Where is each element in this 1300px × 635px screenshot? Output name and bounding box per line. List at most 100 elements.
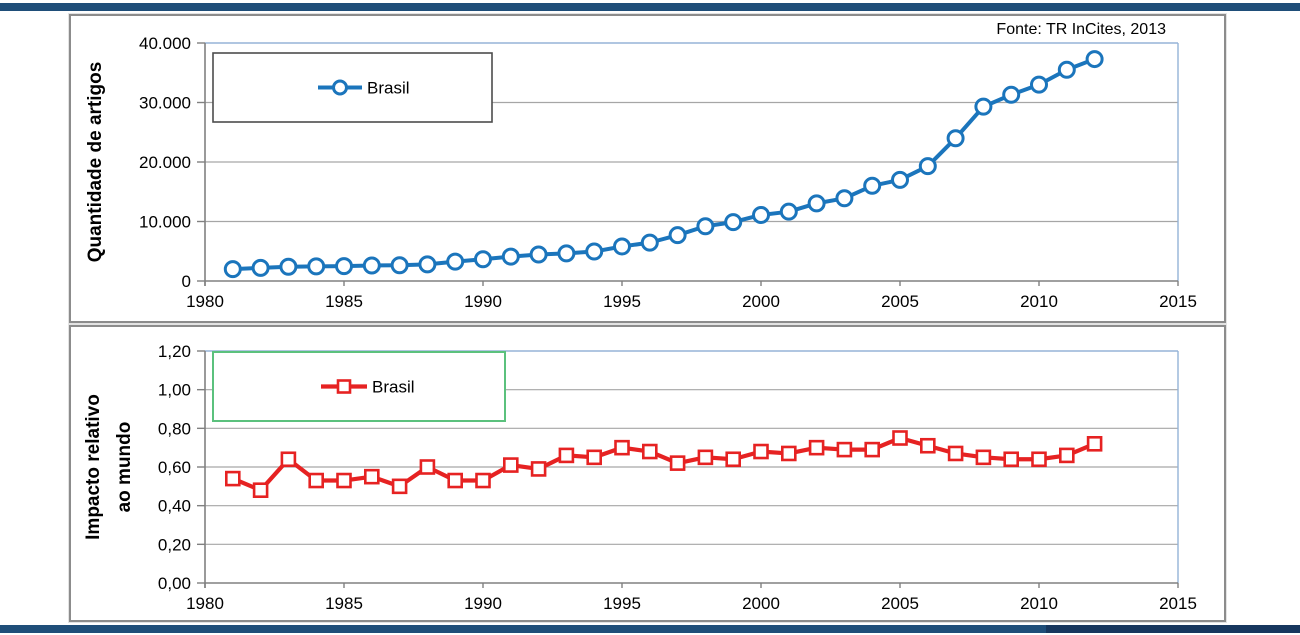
x-tick-label: 2000 bbox=[742, 292, 780, 311]
data-point bbox=[669, 455, 686, 471]
data-point bbox=[418, 255, 437, 274]
data-point bbox=[557, 244, 576, 263]
data-point bbox=[892, 430, 908, 446]
x-tick-label: 1995 bbox=[603, 594, 641, 613]
data-point bbox=[475, 472, 491, 489]
data-point bbox=[641, 443, 658, 460]
y-axis-title: ao mundo bbox=[114, 422, 135, 513]
y-tick-label: 40.000 bbox=[139, 34, 191, 53]
data-point bbox=[614, 439, 630, 456]
x-tick-label: 1985 bbox=[325, 594, 363, 613]
bottom-accent-bar-dark-segment bbox=[1046, 625, 1300, 633]
top-accent-bar bbox=[0, 3, 1300, 11]
articles-chart: 0 10.000 20.000 30.000 40.000 1980 1985 1990 199… bbox=[85, 34, 1197, 311]
data-point bbox=[1085, 50, 1104, 69]
data-point bbox=[724, 213, 743, 232]
data-point bbox=[697, 449, 714, 466]
data-point bbox=[336, 472, 352, 489]
data-point bbox=[446, 252, 465, 271]
x-tick-label: 2010 bbox=[1020, 594, 1058, 613]
data-point bbox=[919, 437, 936, 454]
data-point bbox=[1003, 451, 1020, 468]
data-point bbox=[335, 257, 353, 276]
x-tick-label: 1985 bbox=[325, 292, 363, 311]
data-point bbox=[1002, 85, 1021, 104]
data-point bbox=[252, 482, 269, 498]
data-point bbox=[225, 470, 241, 487]
data-point bbox=[947, 445, 964, 462]
data-point bbox=[696, 217, 715, 236]
data-point bbox=[529, 245, 548, 264]
data-point bbox=[474, 250, 492, 269]
data-point bbox=[835, 189, 854, 208]
x-tick-label: 2005 bbox=[881, 292, 919, 311]
data-point bbox=[1031, 451, 1047, 468]
data-point bbox=[753, 443, 769, 460]
y-tick-label: 0,80 bbox=[158, 419, 191, 438]
y-tick-label: 0,20 bbox=[158, 535, 191, 554]
data-point bbox=[780, 445, 797, 462]
x-tick-label: 2015 bbox=[1159, 292, 1197, 311]
y-axis-title: Quantidade de artigos bbox=[85, 62, 106, 263]
data-point bbox=[946, 129, 965, 148]
data-point bbox=[891, 170, 909, 189]
data-point bbox=[752, 205, 770, 224]
data-point bbox=[251, 258, 270, 277]
data-point bbox=[308, 472, 324, 489]
data-point bbox=[779, 202, 798, 221]
data-point bbox=[419, 459, 436, 475]
y-tick-label: 0,00 bbox=[158, 574, 191, 593]
data-point bbox=[390, 256, 409, 275]
x-tick-label: 2015 bbox=[1159, 594, 1197, 613]
data-point bbox=[1086, 436, 1103, 452]
x-tick-label: 2010 bbox=[1020, 292, 1058, 311]
data-point bbox=[391, 478, 408, 495]
data-point bbox=[558, 447, 575, 464]
legend-label: Brasil bbox=[367, 79, 410, 98]
impact-chart: 0,00 0,20 0,40 0,60 0,80 1,00 1,20 1980 1985 1990… bbox=[83, 342, 1197, 613]
data-point bbox=[1057, 60, 1076, 79]
data-point bbox=[974, 97, 993, 116]
data-point bbox=[362, 256, 381, 275]
data-point bbox=[1030, 75, 1048, 94]
data-point bbox=[223, 260, 242, 279]
data-point bbox=[918, 157, 937, 176]
x-tick-label: 2005 bbox=[881, 594, 919, 613]
y-tick-label: 0 bbox=[182, 272, 191, 291]
data-point bbox=[668, 226, 687, 245]
data-point bbox=[363, 468, 380, 485]
data-point bbox=[640, 233, 659, 252]
legend-marker bbox=[332, 79, 348, 96]
data-point bbox=[725, 451, 742, 468]
articles-chart-panel: Fonte: TR InCites, 2013 0 10.000 20.000 30.… bbox=[69, 14, 1226, 323]
legend-marker bbox=[336, 379, 352, 394]
data-point bbox=[613, 237, 631, 256]
x-tick-label: 1990 bbox=[464, 292, 502, 311]
y-tick-label: 0,60 bbox=[158, 458, 191, 477]
y-tick-label: 0,40 bbox=[158, 497, 191, 516]
data-point bbox=[530, 461, 547, 477]
data-point bbox=[864, 441, 881, 458]
data-point bbox=[307, 257, 326, 276]
bottom-accent-bar bbox=[0, 625, 1300, 633]
data-point bbox=[975, 449, 992, 466]
impact-chart-panel: 0,00 0,20 0,40 0,60 0,80 1,00 1,20 1980 1985 1990… bbox=[69, 325, 1226, 622]
x-tick-label: 1980 bbox=[186, 292, 224, 311]
x-tick-label: 2000 bbox=[742, 594, 780, 613]
data-point bbox=[585, 242, 604, 261]
y-tick-label: 20.000 bbox=[139, 153, 191, 172]
y-tick-label: 30.000 bbox=[139, 94, 191, 113]
data-point bbox=[586, 449, 603, 466]
y-tick-label: 1,20 bbox=[158, 342, 191, 361]
data-point bbox=[836, 441, 853, 458]
x-tick-label: 1990 bbox=[464, 594, 502, 613]
data-point bbox=[501, 247, 520, 266]
legend-label: Brasil bbox=[372, 378, 415, 397]
x-tick-label: 1980 bbox=[186, 594, 224, 613]
data-point bbox=[1058, 447, 1075, 464]
x-tick-label: 1995 bbox=[603, 292, 641, 311]
data-point bbox=[447, 472, 464, 489]
source-note: Fonte: TR InCites, 2013 bbox=[996, 21, 1166, 38]
y-tick-label: 1,00 bbox=[158, 381, 191, 400]
